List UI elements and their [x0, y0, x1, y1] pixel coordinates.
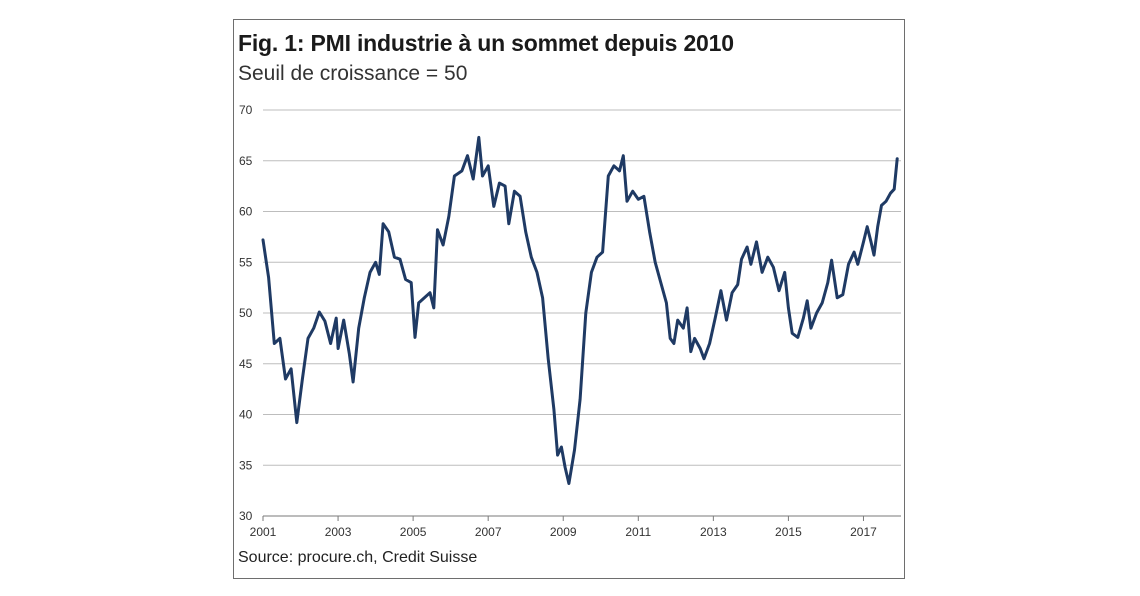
- x-tick-label: 2009: [550, 525, 577, 539]
- x-tick-label: 2015: [775, 525, 802, 539]
- chart-subtitle: Seuil de croissance = 50: [238, 62, 468, 85]
- x-tick-label: 2017: [850, 525, 877, 539]
- y-tick-label: 45: [239, 357, 253, 371]
- chart-frame: [233, 19, 905, 579]
- grid-lines: [263, 109, 901, 466]
- x-axis: [262, 515, 901, 521]
- y-tick-label: 50: [239, 306, 253, 320]
- series-line-pmi: [261, 135, 899, 485]
- y-tick-label: 35: [239, 458, 253, 472]
- chart-title: Fig. 1: PMI industrie à un sommet depuis…: [238, 30, 734, 56]
- x-tick-label: 2007: [475, 525, 502, 539]
- y-tick-labels: 30 35 40 45 50 55 60 65 70: [239, 103, 253, 523]
- x-tick-label: 2013: [700, 525, 727, 539]
- x-tick-label: 2005: [400, 525, 427, 539]
- y-tick-label: 30: [239, 509, 253, 523]
- x-tick-label: 2011: [625, 525, 651, 539]
- y-tick-label: 60: [239, 205, 253, 219]
- y-tick-label: 70: [239, 103, 253, 117]
- x-tick-labels: 2001 2003 2005 2007 2009 2011 2013 2015 2017: [250, 525, 877, 539]
- x-tick-label: 2003: [325, 525, 352, 539]
- y-tick-label: 55: [239, 255, 253, 269]
- source-note: Source: procure.ch, Credit Suisse: [238, 549, 478, 566]
- x-tick-label: 2001: [250, 525, 277, 539]
- y-tick-label: 40: [239, 408, 253, 422]
- y-tick-label: 65: [239, 154, 253, 168]
